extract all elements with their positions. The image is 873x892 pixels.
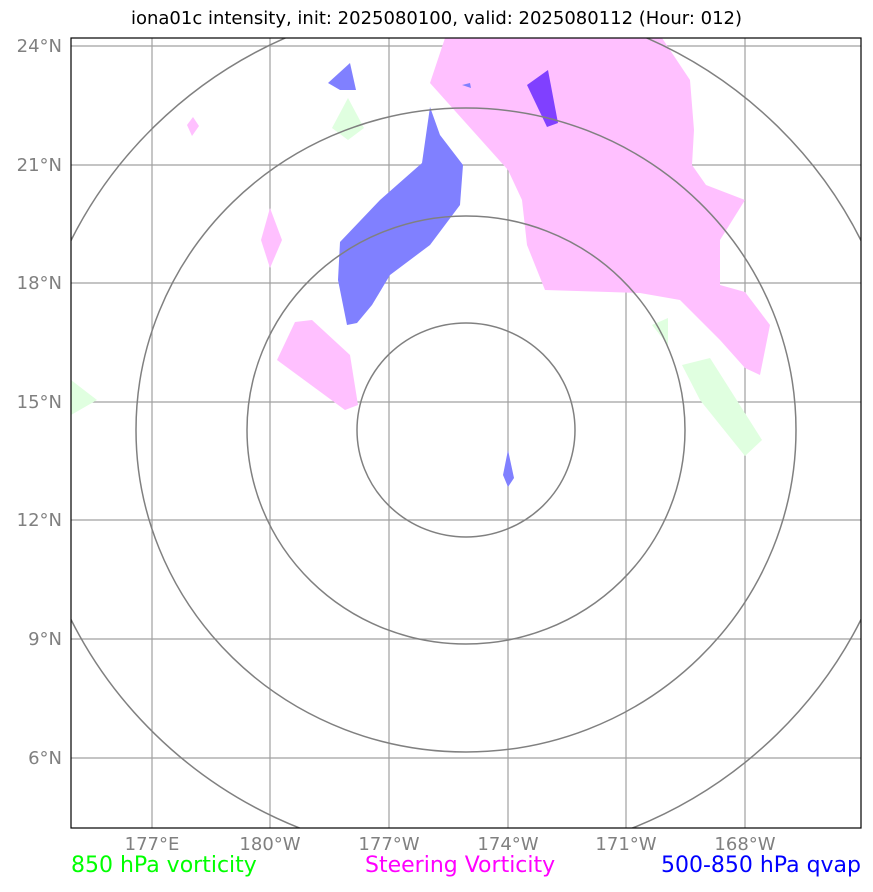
lon-tick-labels: 177°E 180°W 177°W 174°W 171°W 168°W (125, 834, 776, 855)
lat-tick-label: 18°N (17, 273, 62, 294)
steering-patch (187, 117, 199, 136)
lon-tick-label: 174°W (477, 834, 538, 855)
steering-patch (430, 38, 770, 375)
plot-frame (70, 37, 862, 829)
qvap-patch (503, 450, 514, 487)
qvap-fill (328, 63, 558, 487)
steering-patch (277, 320, 358, 410)
lon-tick-label: 180°W (239, 834, 300, 855)
steering-vorticity-fill (187, 38, 770, 410)
vorticity-patch (682, 358, 762, 456)
lon-tick-label: 177°W (358, 834, 419, 855)
map-title: iona01c intensity, init: 2025080100, val… (130, 8, 743, 29)
lat-tick-label: 6°N (28, 748, 62, 769)
qvap-patch (328, 63, 356, 90)
qvap-patch (462, 83, 471, 88)
range-ring (246, 215, 686, 645)
qvap-patch (527, 70, 558, 127)
lat-tick-label: 15°N (17, 392, 62, 413)
qvap-patch (338, 107, 463, 325)
range-rings (71, 38, 861, 828)
range-ring (356, 322, 576, 538)
lon-tick-label: 177°E (125, 834, 180, 855)
lat-tick-label: 12°N (17, 510, 62, 531)
lat-tick-label: 21°N (17, 155, 62, 176)
vorticity-patch (71, 380, 97, 415)
legend-steering-vorticity: Steering Vorticity (365, 853, 556, 878)
lat-tick-label: 9°N (28, 629, 62, 650)
lat-tick-labels: 24°N 21°N 18°N 15°N 12°N 9°N 6°N (17, 36, 62, 769)
steering-patch (261, 208, 282, 268)
lon-tick-label: 168°W (714, 834, 775, 855)
lat-tick-label: 24°N (17, 36, 62, 57)
legend-qvap: 500-850 hPa qvap (660, 853, 861, 878)
range-ring (135, 107, 797, 753)
lon-tick-label: 171°W (595, 834, 656, 855)
vorticity-patch (332, 98, 364, 140)
legend-850-vorticity: 850 hPa vorticity (71, 853, 257, 878)
